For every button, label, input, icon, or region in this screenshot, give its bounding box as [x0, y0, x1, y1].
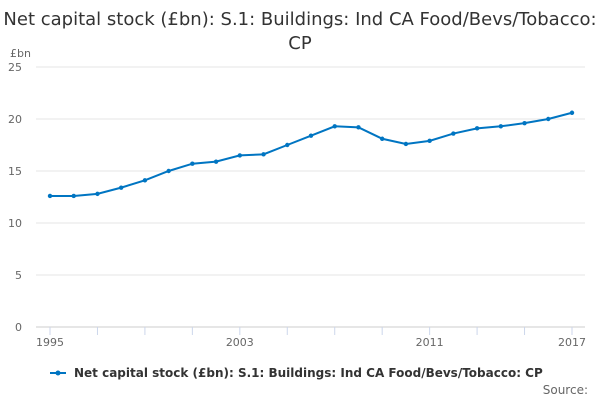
x-tick-label: 2003	[226, 336, 254, 349]
data-point	[118, 185, 124, 190]
data-point	[474, 126, 480, 131]
data-point	[190, 161, 195, 166]
data-point	[522, 120, 527, 126]
data-point	[451, 131, 456, 136]
data-point	[261, 152, 266, 157]
data-point	[308, 133, 314, 138]
data-point	[403, 141, 409, 147]
y-tick-label: 25	[8, 61, 22, 74]
x-tick-label: 2017	[558, 336, 586, 349]
y-tick-label: 20	[8, 113, 22, 126]
data-point	[379, 136, 385, 141]
data-point	[569, 110, 575, 115]
legend[interactable]: Net capital stock (£bn): S.1: Buildings:…	[48, 366, 543, 380]
data-point	[546, 116, 551, 122]
y-axis-label: £bn	[10, 47, 31, 60]
y-tick-label: 10	[8, 217, 22, 230]
data-point	[356, 125, 361, 130]
y-tick-label: 5	[15, 269, 22, 282]
legend-line-icon	[50, 370, 66, 376]
legend-label: Net capital stock (£bn): S.1: Buildings:…	[74, 366, 543, 380]
data-point	[95, 191, 100, 197]
source-label: Source:	[542, 383, 588, 397]
x-tick-label: 2011	[416, 336, 444, 349]
y-tick-label: 0	[15, 321, 22, 334]
chart-title: Net capital stock (£bn): S.1: Buildings:…	[3, 9, 597, 54]
series-line	[50, 111, 573, 197]
data-point	[285, 142, 290, 148]
data-point	[332, 124, 337, 129]
data-point	[213, 159, 219, 164]
data-point	[237, 153, 243, 158]
data-point	[142, 178, 148, 183]
x-tick-label: 1995	[36, 336, 64, 349]
data-point	[427, 138, 432, 144]
data-point	[166, 168, 171, 174]
data-point	[71, 193, 76, 199]
y-tick-label: 15	[8, 165, 22, 178]
data-point	[498, 124, 504, 129]
data-point	[47, 193, 53, 199]
